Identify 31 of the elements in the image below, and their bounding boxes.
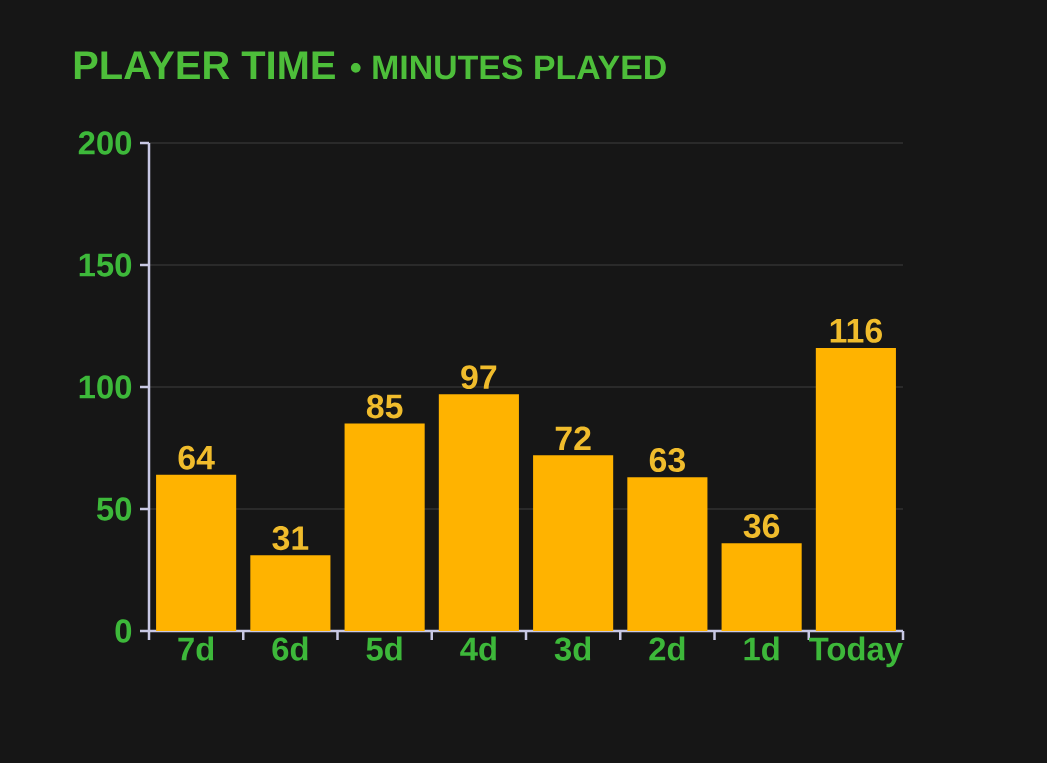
data-label: 31 [272, 526, 309, 551]
y-tick-label: 200 [78, 131, 132, 155]
bar [156, 474, 237, 631]
data-label: 36 [743, 513, 780, 538]
y-tick-label: 150 [79, 253, 132, 277]
data-label: 85 [366, 394, 403, 419]
bar [533, 455, 614, 631]
data-label: 97 [461, 365, 497, 390]
x-tick-label: 6d [272, 636, 308, 661]
x-tick-label: 7d [178, 636, 214, 661]
chart-title: PLAYER TIME [74, 51, 335, 79]
y-tick-label: 100 [79, 375, 132, 399]
x-tick-label: 2d [649, 636, 685, 661]
x-tick-label: Today [809, 636, 903, 668]
y-tick-label: 50 [96, 497, 132, 521]
bar [344, 423, 425, 631]
data-label: 116 [830, 318, 882, 343]
bar [438, 394, 519, 631]
bar [815, 347, 896, 631]
data-label: 72 [555, 426, 591, 451]
bar [627, 477, 708, 631]
data-label: 64 [178, 445, 215, 470]
chart-subtitle: • MINUTES PLAYED [350, 55, 666, 80]
bar [721, 543, 802, 631]
x-tick-label: 1d [744, 636, 779, 661]
x-tick-label: 4d [460, 636, 496, 661]
data-label: 63 [649, 448, 685, 473]
y-tick-label: 0 [115, 619, 132, 643]
bar [250, 555, 331, 631]
x-tick-label: 3d [554, 636, 591, 661]
x-tick-label: 5d [366, 636, 402, 661]
